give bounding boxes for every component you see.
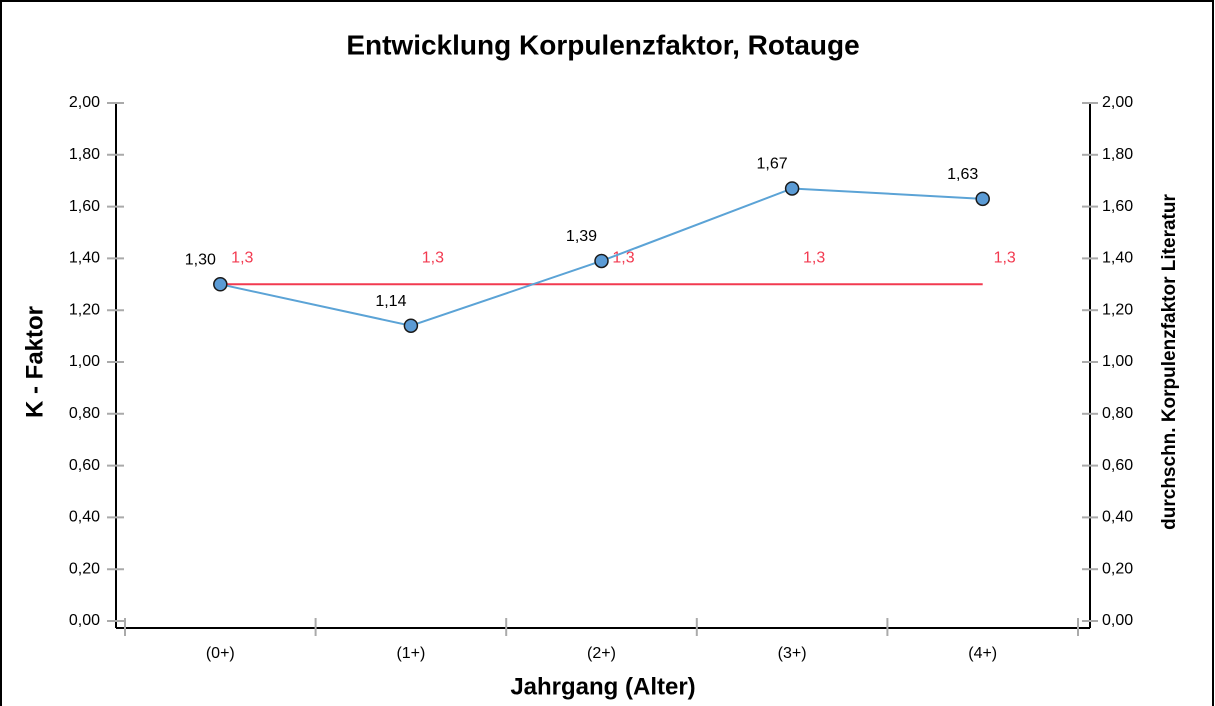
data-point (784, 181, 800, 196)
y-tick-label: 1,80 (69, 146, 100, 163)
y-tick-label: 1,40 (69, 250, 100, 267)
data-label: 1,14 (375, 293, 406, 310)
data-label: 1,30 (185, 252, 216, 269)
y2-tick-label: 0,80 (1102, 405, 1133, 422)
y-tick-label: 0,80 (69, 405, 100, 422)
x-tick-label: (3+) (778, 645, 807, 662)
x-tick-label: (4+) (968, 645, 997, 662)
data-label: 1,3 (231, 250, 253, 267)
data-point (403, 318, 419, 333)
data-label: 1,3 (803, 250, 825, 267)
y2-tick-label: 0,60 (1102, 457, 1133, 474)
y-tick-label: 0,60 (69, 457, 100, 474)
data-label: 1,3 (422, 250, 444, 267)
y2-tick-label: 1,20 (1102, 301, 1133, 318)
y2-tick-label: 0,40 (1102, 509, 1133, 526)
data-label: 1,3 (994, 250, 1016, 267)
y2-tick-label: 1,80 (1102, 146, 1133, 163)
x-tick-label: (0+) (206, 645, 235, 662)
data-point (213, 277, 228, 292)
y2-tick-label: 1,40 (1102, 250, 1133, 267)
data-label: 1,63 (947, 166, 978, 183)
y2-tick-label: 0,20 (1102, 560, 1133, 577)
y-tick-label: 2,00 (69, 94, 100, 111)
y-tick-label: 0,00 (69, 612, 100, 629)
data-point (975, 191, 990, 207)
y-tick-label: 0,40 (69, 509, 100, 526)
data-point (594, 253, 609, 269)
data-label: 1,39 (566, 228, 597, 245)
y2-tick-label: 0,00 (1102, 612, 1133, 629)
y-tick-label: 1,00 (69, 353, 100, 370)
y2-tick-label: 2,00 (1102, 94, 1133, 111)
chart-title: Entwicklung Korpulenzfaktor, Rotauge (346, 29, 859, 60)
data-label: 1,67 (757, 156, 788, 173)
y-tick-label: 1,60 (69, 198, 100, 215)
y-tick-label: 0,20 (69, 560, 100, 577)
y2-axis-title: durchschn. Korpulenzfaktor Literatur (1159, 194, 1180, 530)
x-tick-label: (2+) (587, 645, 616, 662)
y2-tick-label: 1,00 (1102, 353, 1133, 370)
y2-tick-label: 1,60 (1102, 198, 1133, 215)
x-axis-title: Jahrgang (Alter) (510, 673, 695, 700)
y-tick-label: 1,20 (69, 301, 100, 318)
y-axis-title: K - Faktor (21, 306, 48, 418)
x-tick-label: (1+) (396, 645, 425, 662)
